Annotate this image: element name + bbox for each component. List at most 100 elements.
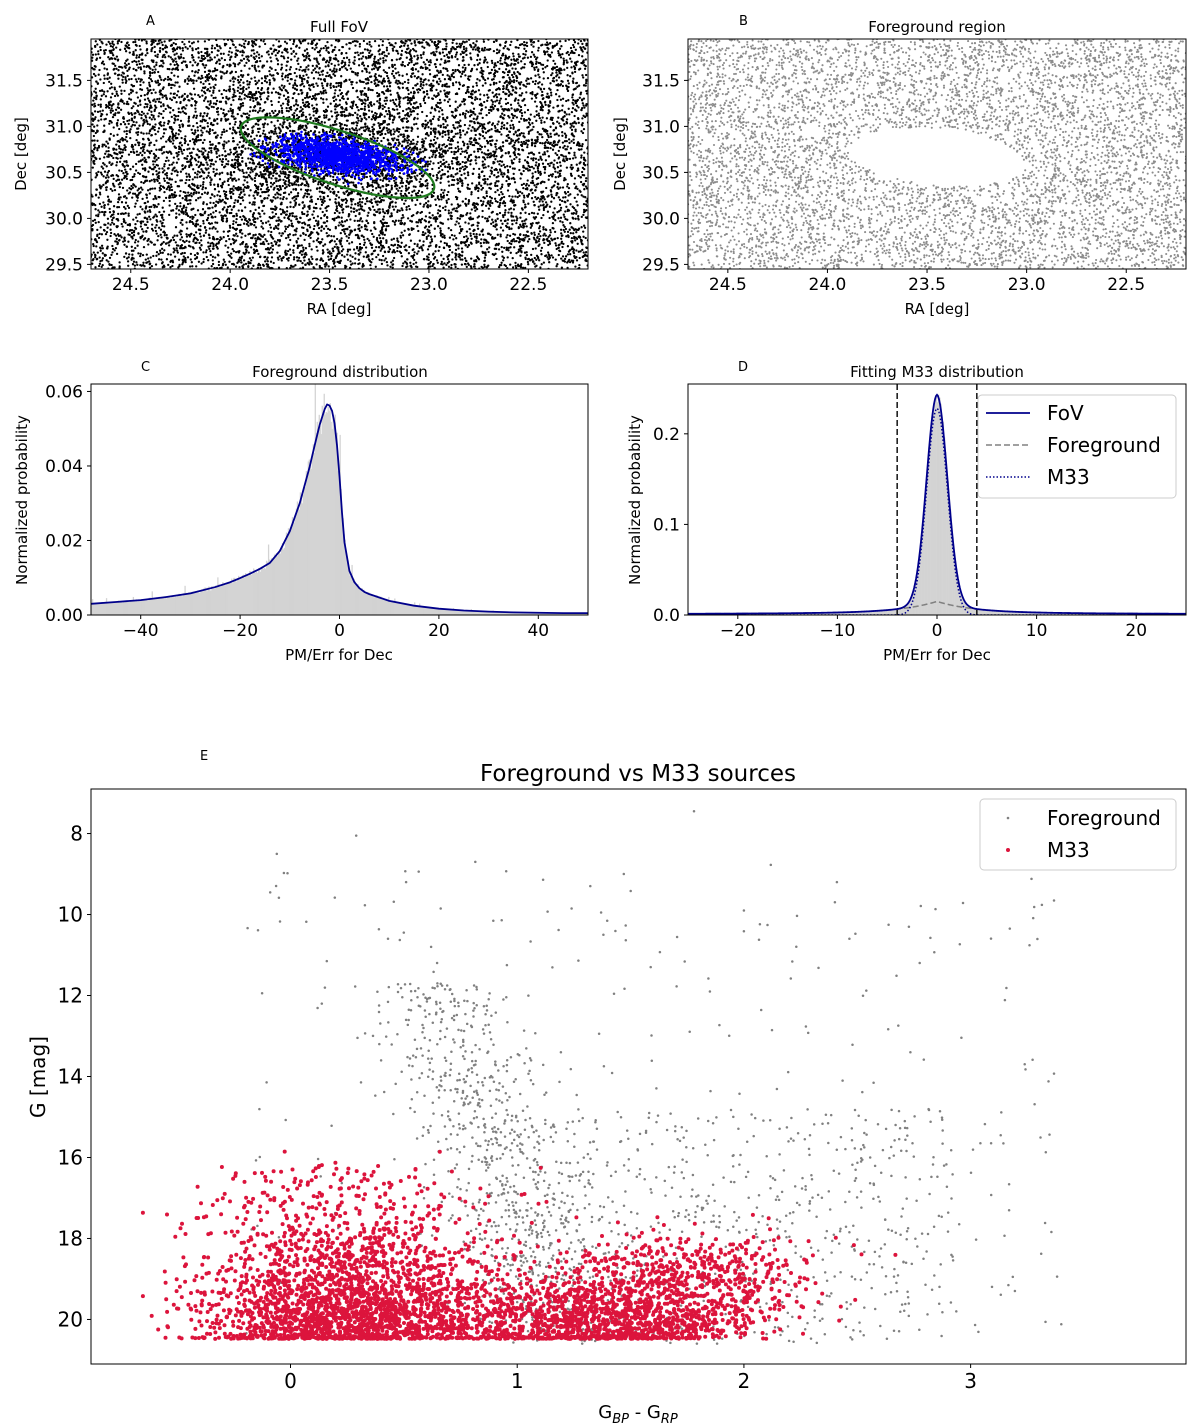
fov-source-point (435, 74, 439, 77)
fov-source-point (316, 197, 320, 201)
fov-source-point (549, 231, 552, 234)
fov-source-point (93, 146, 97, 149)
fov-source-point (465, 53, 468, 57)
fov-source-point (389, 81, 392, 84)
fov-source-point (246, 181, 249, 184)
fov-source-point (266, 74, 269, 78)
fov-source-point (518, 110, 522, 113)
fov-source-point (183, 138, 186, 141)
fov-source-point (109, 234, 112, 238)
fov-source-point (312, 210, 315, 213)
fov-source-point (513, 144, 516, 147)
fov-source-point (375, 245, 378, 249)
fov-source-point (477, 89, 481, 92)
fov-source-point (107, 198, 111, 201)
fov-source-point (557, 187, 560, 191)
fov-source-point (512, 133, 516, 136)
fov-source-point (531, 172, 534, 175)
fov-source-point (423, 101, 427, 105)
fov-source-point (302, 232, 305, 235)
fov-source-point (352, 198, 355, 201)
fov-source-point (107, 260, 110, 263)
fov-source-point (326, 59, 329, 62)
fov-source-point (140, 113, 143, 117)
fov-source-point (525, 218, 528, 221)
fov-source-point (309, 129, 313, 133)
fov-source-point (292, 233, 295, 237)
fov-source-point (105, 43, 108, 46)
fov-source-point (289, 191, 293, 194)
fov-source-point (194, 71, 197, 74)
fov-source-point (417, 189, 421, 193)
fov-source-point (192, 124, 195, 128)
fov-source-point (284, 97, 288, 101)
fov-source-point (201, 76, 204, 80)
fov-source-point (159, 233, 162, 236)
fov-source-point (202, 260, 205, 264)
fov-source-point (211, 123, 214, 127)
fov-source-point (554, 170, 557, 173)
fov-source-point (281, 126, 285, 129)
fov-source-point (407, 252, 411, 255)
fov-source-point (228, 58, 232, 61)
fov-source-point (261, 209, 264, 213)
fov-source-point (582, 235, 585, 238)
fov-source-point (440, 109, 444, 112)
fov-source-point (106, 238, 109, 241)
fov-source-point (485, 191, 488, 195)
fov-source-point (125, 132, 128, 136)
fov-source-point (204, 231, 207, 234)
fov-source-point (170, 178, 174, 181)
fov-source-point (218, 178, 222, 181)
fov-source-point (137, 143, 141, 147)
fov-source-point (478, 233, 481, 236)
fov-source-point (253, 66, 256, 69)
fov-source-point (95, 172, 98, 175)
fov-source-point (549, 91, 553, 94)
fov-source-point (303, 49, 307, 52)
fov-source-point (416, 58, 419, 61)
fov-source-point (161, 135, 165, 138)
fov-source-point (186, 77, 189, 80)
fov-source-point (572, 77, 575, 80)
fov-source-point (463, 161, 467, 164)
fov-source-point (376, 100, 379, 103)
fov-source-point (132, 120, 135, 124)
fov-source-point (525, 118, 528, 122)
fov-source-point (232, 87, 235, 91)
fov-source-point (553, 167, 557, 170)
fov-source-point (549, 101, 552, 104)
fov-source-point (551, 173, 555, 176)
fov-source-point (186, 47, 189, 50)
fov-source-point (406, 102, 409, 105)
fov-source-point (224, 150, 227, 153)
fov-source-point (475, 235, 478, 238)
fov-source-point (407, 81, 410, 84)
fov-source-point (458, 129, 462, 132)
fov-source-point (421, 231, 425, 234)
fov-source-point (400, 241, 403, 244)
fov-source-point (325, 49, 328, 52)
fov-source-point (369, 175, 372, 178)
fov-source-point (450, 110, 453, 114)
fov-source-point (163, 165, 166, 168)
fov-source-point (457, 244, 460, 247)
fov-source-point (337, 224, 340, 227)
fov-source-point (138, 113, 141, 116)
fov-source-point (263, 212, 266, 215)
fov-source-point (435, 147, 438, 150)
fov-source-point (332, 99, 336, 103)
fov-source-point (334, 108, 337, 111)
fov-source-point (405, 262, 409, 266)
fov-source-point (403, 44, 406, 47)
fov-source-point (161, 171, 165, 174)
fov-source-point (92, 134, 96, 138)
fov-source-point (387, 224, 390, 228)
fov-source-point (442, 158, 445, 162)
fov-source-point (496, 171, 500, 174)
fov-source-point (532, 200, 535, 203)
fov-source-point (193, 74, 196, 77)
fov-source-point (533, 55, 536, 58)
fov-source-point (513, 62, 516, 66)
fov-source-point (285, 64, 288, 67)
